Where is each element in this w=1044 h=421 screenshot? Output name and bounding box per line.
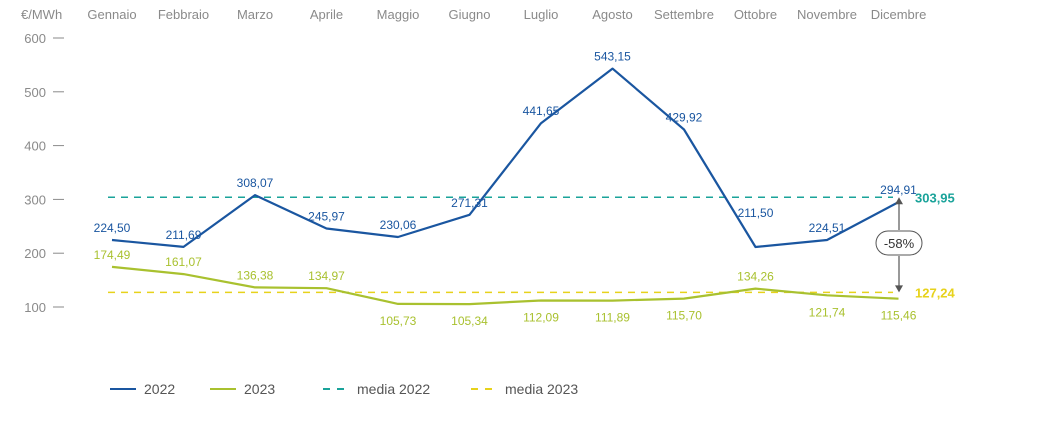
data-label: 134,97	[308, 269, 345, 283]
y-tick-label: 200	[24, 246, 46, 261]
y-axis: €/MWh 600 500 400 300 200 100	[21, 7, 64, 315]
x-tick-label: Luglio	[524, 7, 559, 22]
data-labels: 224,50 211,69 308,07 245,97 230,06 271,31 441,…	[94, 50, 918, 329]
data-label: 121,74	[809, 305, 846, 319]
y-tick-label: 100	[24, 300, 46, 315]
y-axis-unit-label: €/MWh	[21, 7, 62, 22]
data-label: 271,31	[451, 196, 488, 210]
x-tick-label: Settembre	[654, 7, 714, 22]
data-label: 245,97	[308, 209, 345, 223]
data-label: 115,46	[881, 309, 917, 323]
data-label: 174,49	[94, 248, 131, 262]
data-label: 111,89	[595, 311, 630, 325]
data-label: 429,92	[666, 111, 703, 125]
average-value-label: 127,24	[915, 285, 956, 300]
data-label: 308,07	[237, 176, 274, 190]
x-tick-label: Aprile	[310, 7, 343, 22]
series-line	[111, 67, 900, 249]
legend-label: media 2022	[357, 381, 430, 397]
series-line	[111, 265, 899, 306]
data-label: 115,70	[666, 309, 702, 323]
x-tick-label: Giugno	[449, 7, 491, 22]
series-lines	[111, 67, 900, 306]
legend-label: 2022	[144, 381, 175, 397]
x-tick-label: Dicembre	[871, 7, 927, 22]
data-label: 230,06	[380, 218, 417, 232]
average-value-label: 303,95	[915, 190, 955, 205]
arrow-up-icon	[895, 197, 903, 205]
x-tick-label: Agosto	[592, 7, 632, 22]
x-tick-label: Novembre	[797, 7, 857, 22]
arrow-down-icon	[895, 285, 903, 293]
y-tick-label: 600	[24, 31, 46, 46]
x-tick-label: Ottobre	[734, 7, 777, 22]
data-label: 224,50	[94, 221, 131, 235]
data-label: 161,07	[165, 255, 202, 269]
x-axis-categories: Gennaio Febbraio Marzo Aprile Maggio Giugno Lu…	[87, 7, 926, 22]
y-tick-label: 500	[24, 85, 46, 100]
legend-label: 2023	[244, 381, 275, 397]
data-label: 105,34	[451, 314, 488, 328]
x-tick-label: Maggio	[377, 7, 420, 22]
change-badge-label: -58%	[884, 236, 915, 251]
data-label: 134,26	[737, 270, 774, 284]
legend: 2022 2023 media 2022 media 2023	[110, 381, 578, 397]
average-lines: 303,95 127,24	[108, 190, 956, 300]
x-tick-label: Febbraio	[158, 7, 209, 22]
data-label: 543,15	[594, 50, 631, 64]
legend-label: media 2023	[505, 381, 578, 397]
data-label: 211,69	[166, 228, 202, 242]
data-label: 136,38	[237, 268, 274, 282]
data-label: 105,73	[380, 314, 417, 328]
data-label: 112,09	[523, 310, 559, 324]
y-tick-label: 400	[24, 139, 46, 154]
x-tick-label: Gennaio	[87, 7, 136, 22]
data-label: 211,50	[738, 206, 774, 220]
data-label: 441,65	[523, 104, 560, 118]
data-label: 294,91	[880, 183, 917, 197]
y-tick-label: 300	[24, 192, 46, 207]
change-annotation: -58%	[875, 197, 923, 293]
data-label: 224,51	[809, 221, 846, 235]
x-tick-label: Marzo	[237, 7, 273, 22]
change-badge	[875, 230, 923, 256]
